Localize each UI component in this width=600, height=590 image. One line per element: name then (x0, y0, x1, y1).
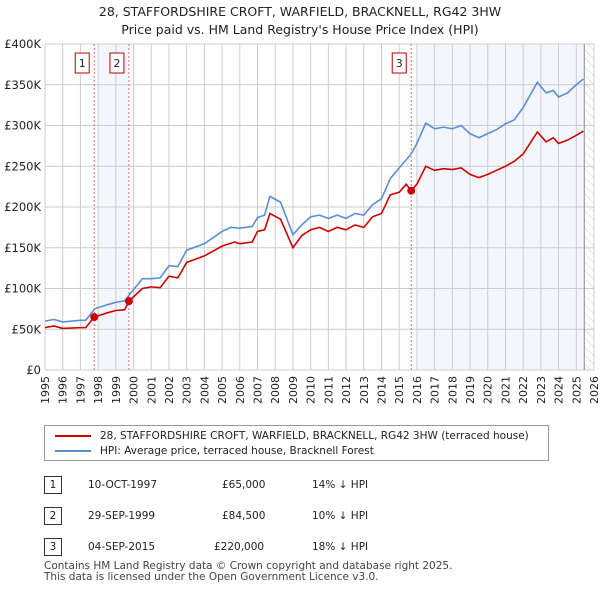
x-tick-label: 2021 (499, 376, 512, 404)
y-tick-label: £0 (26, 363, 41, 377)
x-tick-label: 1996 (57, 376, 70, 404)
x-tick-label: 2025 (570, 376, 583, 404)
x-tick-label: 2000 (128, 376, 141, 404)
sale-point (407, 186, 416, 195)
y-tick-label: £150K (4, 241, 41, 255)
series-line (44, 78, 584, 323)
y-tick-label: £50K (12, 322, 42, 336)
price: £65,000 (222, 479, 266, 491)
x-tick-label: 2009 (287, 376, 300, 404)
y-tick-label: £200K (4, 200, 41, 214)
x-tick-label: 2014 (375, 376, 388, 404)
marker-box (74, 52, 90, 74)
footer-licence: This data is licensed under the Open Gov… (44, 571, 379, 583)
legend-item-hpi: HPI: Average price, terraced house, Brac… (55, 445, 374, 457)
legend: 28, STAFFORDSHIRE CROFT, WARFIELD, BRACK… (44, 425, 549, 461)
x-tick-label: 2017 (429, 376, 442, 404)
chart-subtitle: Price paid vs. HM Land Registry's House … (121, 22, 479, 37)
marker-number: 1 (44, 476, 62, 494)
x-tick-label: 1997 (74, 376, 87, 404)
table-row: 2 29-SEP-1999 £84,500 10% ↓ HPI (44, 507, 444, 527)
x-tick-label: 2018 (446, 376, 459, 404)
price: £84,500 (222, 510, 266, 522)
x-tick-label: 2015 (393, 376, 406, 404)
y-tick-label: £400K (4, 37, 41, 51)
marker-label: 3 (396, 57, 403, 70)
marker-label: 1 (79, 57, 86, 70)
sale-point (90, 313, 99, 322)
marker-number: 2 (44, 507, 62, 525)
x-tick-label: 2008 (269, 376, 282, 404)
price: £220,000 (214, 541, 265, 553)
x-tick-label: 2023 (535, 376, 548, 404)
x-tick-label: 2011 (322, 376, 335, 404)
x-tick-label: 2020 (482, 376, 495, 404)
x-tick-label: 2001 (145, 376, 158, 404)
x-tick-label: 2004 (198, 376, 211, 404)
legend-item-property: 28, STAFFORDSHIRE CROFT, WARFIELD, BRACK… (55, 430, 529, 442)
marker-label: 2 (113, 57, 120, 70)
date: 29-SEP-1999 (88, 510, 156, 522)
x-tick-label: 1999 (110, 376, 123, 404)
table-row: 3 04-SEP-2015 £220,000 18% ↓ HPI (44, 538, 444, 558)
marker-number: 3 (44, 538, 62, 556)
x-tick-label: 2003 (181, 376, 194, 404)
legend-label: 28, STAFFORDSHIRE CROFT, WARFIELD, BRACK… (100, 430, 529, 442)
footer-copyright: Contains HM Land Registry data © Crown c… (44, 560, 453, 572)
date: 04-SEP-2015 (88, 541, 156, 553)
x-tick-label: 2007 (252, 376, 265, 404)
table-row: 1 10-OCT-1997 £65,000 14% ↓ HPI (44, 476, 444, 496)
marker-box (109, 52, 125, 74)
chart-title: 28, STAFFORDSHIRE CROFT, WARFIELD, BRACK… (98, 4, 502, 19)
hpi-diff: 18% ↓ HPI (312, 541, 369, 553)
legend-label: HPI: Average price, terraced house, Brac… (100, 445, 374, 457)
x-tick-label: 2005 (216, 376, 229, 404)
x-tick-label: 2026 (588, 376, 600, 404)
x-tick-label: 2016 (411, 376, 424, 404)
date: 10-OCT-1997 (88, 479, 157, 491)
x-tick-label: 2022 (517, 376, 530, 404)
x-tick-label: 2006 (234, 376, 247, 404)
y-tick-label: £350K (4, 78, 41, 92)
x-tick-label: 2013 (358, 376, 371, 404)
hpi-diff: 10% ↓ HPI (312, 510, 369, 522)
x-tick-label: 2012 (340, 376, 353, 404)
y-tick-label: £300K (4, 119, 41, 133)
x-tick-label: 2002 (163, 376, 176, 404)
x-tick-label: 1998 (92, 376, 105, 404)
line-chart: 1995 1996 1997 1998 1999 2000 2001 2002 2003 2004… (4, 37, 600, 404)
marker-box (391, 52, 407, 74)
x-tick-label: 2024 (553, 376, 566, 404)
x-tick-label: 2010 (305, 376, 318, 404)
x-tick-label: 2019 (464, 376, 477, 404)
x-tick-label: 1995 (39, 376, 52, 404)
y-tick-label: £250K (4, 159, 41, 173)
series-line (44, 130, 584, 330)
y-tick-label: £100K (4, 282, 41, 296)
hpi-diff: 14% ↓ HPI (312, 479, 369, 491)
sale-point (124, 297, 133, 306)
